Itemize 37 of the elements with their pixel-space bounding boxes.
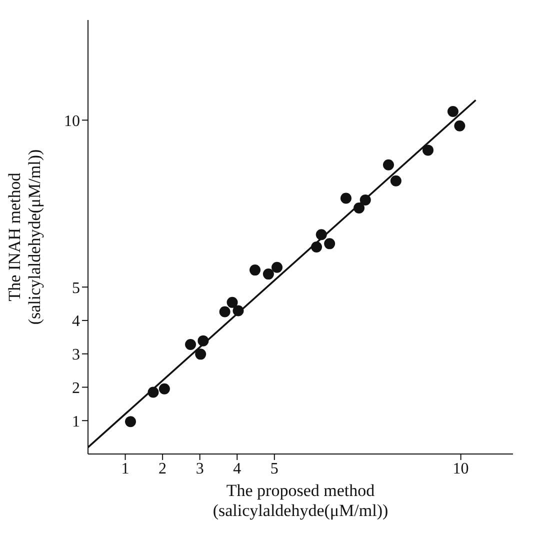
point: [185, 339, 196, 350]
point: [360, 194, 371, 206]
point: [316, 229, 327, 240]
point: [262, 268, 274, 280]
point: [158, 383, 170, 394]
x-tick-label: 3: [196, 460, 204, 478]
point: [390, 175, 402, 186]
y-tick-label: 5: [72, 280, 80, 297]
point: [272, 262, 283, 273]
point: [250, 264, 261, 276]
point: [447, 106, 458, 117]
point: [382, 159, 394, 170]
x-tick-label: 5: [270, 460, 278, 478]
point: [454, 120, 466, 132]
x-tick-label: 1: [121, 460, 130, 478]
y-axis-title: The INAH method (salicylaldehyde(μM/ml)): [5, 149, 44, 325]
point: [422, 144, 434, 156]
point: [324, 238, 336, 250]
point: [198, 335, 209, 346]
point: [311, 242, 322, 253]
y-tick-label: 4: [72, 313, 80, 330]
y-tick-label: 1: [72, 413, 80, 430]
x-tick-label: 4: [233, 460, 242, 478]
point: [232, 305, 244, 316]
point: [354, 202, 365, 214]
point: [340, 192, 352, 204]
point: [125, 416, 136, 428]
y-tick-label: 2: [72, 380, 80, 397]
point: [195, 348, 206, 360]
x-axis-title: The proposed method (salicylaldehyde(μM/ml)): [212, 481, 388, 520]
x-tick-label: 10: [452, 460, 469, 478]
y-tick-label: 3: [72, 346, 80, 364]
y-tick-label: 10: [64, 112, 80, 130]
x-tick-label: 2: [158, 460, 167, 478]
point: [226, 296, 238, 308]
point: [148, 386, 159, 398]
point: [219, 306, 230, 318]
